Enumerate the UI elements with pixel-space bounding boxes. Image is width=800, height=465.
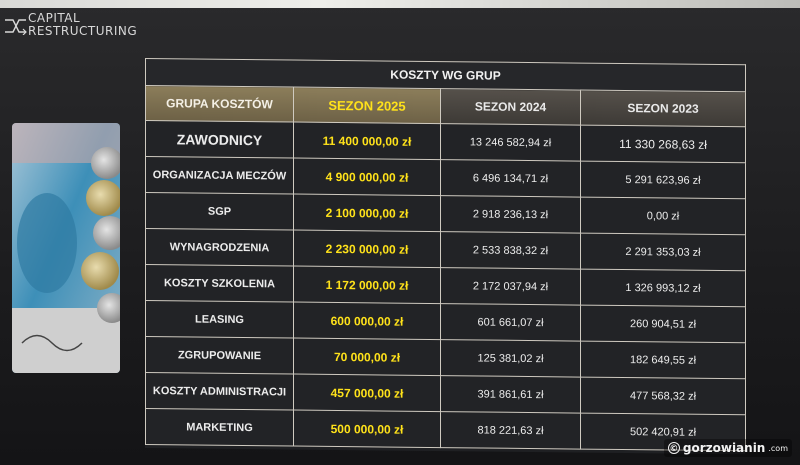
cell-season-2023: 182 649,55 zł (580, 341, 746, 379)
header-group: GRUPA KOSZTÓW (145, 85, 294, 123)
cell-group: ZAWODNICY (145, 120, 294, 159)
cell-season-2024: 125 381,02 zł (440, 339, 581, 378)
cell-season-2024: 6 496 134,71 zł (440, 159, 581, 198)
cell-season-2025: 11 400 000,00 zł (293, 122, 441, 160)
cell-group: SGP (145, 192, 294, 231)
capital-restructuring-logo: CAPITAL RESTRUCTURING (4, 12, 144, 42)
top-edge (0, 0, 800, 8)
cell-season-2023: 11 330 268,63 zł (580, 125, 746, 163)
cell-group: ZGRUPOWANIE (145, 336, 294, 375)
header-season-2025: SEZON 2025 (293, 87, 441, 124)
logo-line-1: CAPITAL (28, 11, 81, 25)
site-watermark: © gorzowianin .com (663, 439, 792, 457)
cell-group: ORGANIZACJA MECZÓW (145, 156, 294, 195)
cell-season-2023: 0,00 zł (580, 197, 746, 235)
cell-group: KOSZTY ADMINISTRACJI (145, 372, 294, 411)
header-season-2023: SEZON 2023 (580, 90, 746, 127)
cost-table-container: KOSZTY WG GRUP GRUPA KOSZTÓW SEZON 2025 … (145, 58, 746, 455)
cell-season-2025: 1 172 000,00 zł (293, 266, 441, 304)
cell-season-2025: 4 900 000,00 zł (293, 158, 441, 196)
watermark-domain: .com (768, 443, 788, 453)
table-row: KOSZTY SZKOLENIA 1 172 000,00 zł 2 172 0… (145, 264, 746, 307)
watermark-name: gorzowianin (682, 441, 766, 455)
table-row: MARKETING 500 000,00 zł 818 221,63 zł 50… (145, 408, 746, 451)
banknote-and-coins-image (12, 123, 120, 373)
cell-season-2024: 13 246 582,94 zł (440, 123, 581, 162)
cell-season-2025: 2 100 000,00 zł (293, 194, 441, 232)
cell-season-2023: 260 904,51 zł (580, 305, 746, 343)
cell-season-2024: 2 172 037,94 zł (440, 267, 581, 306)
cell-season-2023: 1 326 993,12 zł (580, 269, 746, 307)
cell-season-2024: 601 661,07 zł (440, 303, 581, 342)
cell-season-2023: 477 568,32 zł (580, 377, 746, 415)
copyright-icon: © (667, 442, 680, 454)
cell-season-2025: 500 000,00 zł (293, 410, 441, 448)
cell-season-2023: 2 291 353,03 zł (580, 233, 746, 271)
crossed-arrows-icon (5, 19, 27, 35)
cell-season-2025: 2 230 000,00 zł (293, 230, 441, 268)
cell-group: MARKETING (145, 408, 294, 447)
table-row: SGP 2 100 000,00 zł 2 918 236,13 zł 0,00… (145, 192, 746, 235)
cell-season-2025: 600 000,00 zł (293, 302, 441, 340)
cell-season-2025: 70 000,00 zł (293, 338, 441, 376)
table-row: ORGANIZACJA MECZÓW 4 900 000,00 zł 6 496… (145, 156, 746, 199)
table-row: ZGRUPOWANIE 70 000,00 zł 125 381,02 zł 1… (145, 336, 746, 379)
table-row: WYNAGRODZENIA 2 230 000,00 zł 2 533 838,… (145, 228, 746, 271)
cost-table: KOSZTY WG GRUP GRUPA KOSZTÓW SEZON 2025 … (145, 58, 746, 451)
cell-season-2023: 5 291 623,96 zł (580, 161, 746, 199)
cell-group: WYNAGRODZENIA (145, 228, 294, 267)
table-row: KOSZTY ADMINISTRACJI 457 000,00 zł 391 8… (145, 372, 746, 415)
cell-season-2025: 457 000,00 zł (293, 374, 441, 412)
cell-season-2024: 391 861,61 zł (440, 375, 581, 414)
cell-season-2024: 818 221,63 zł (440, 411, 581, 450)
cell-group: KOSZTY SZKOLENIA (145, 264, 294, 303)
cell-season-2024: 2 918 236,13 zł (440, 195, 581, 234)
cell-season-2024: 2 533 838,32 zł (440, 231, 581, 270)
logo-line-2: RESTRUCTURING (28, 24, 138, 38)
table-row: LEASING 600 000,00 zł 601 661,07 zł 260 … (145, 300, 746, 343)
table-row: ZAWODNICY 11 400 000,00 zł 13 246 582,94… (145, 120, 746, 163)
header-season-2024: SEZON 2024 (440, 88, 581, 126)
cell-group: LEASING (145, 300, 294, 339)
